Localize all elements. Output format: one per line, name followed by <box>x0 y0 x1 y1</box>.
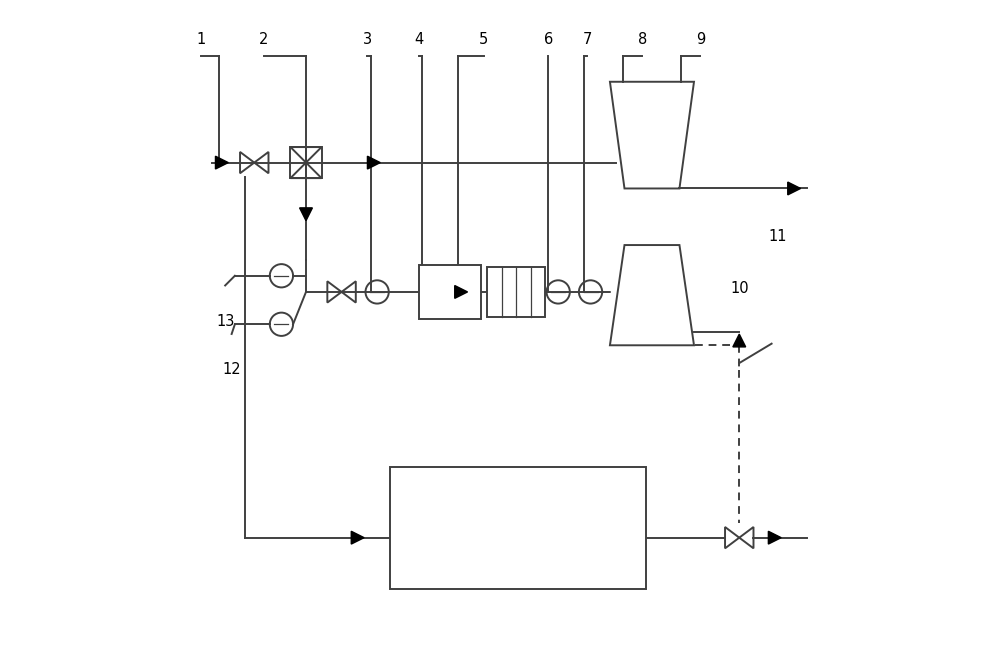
Polygon shape <box>788 182 801 195</box>
Polygon shape <box>300 208 312 221</box>
Polygon shape <box>610 82 694 189</box>
Bar <box>290 147 322 178</box>
Polygon shape <box>351 531 364 544</box>
Polygon shape <box>215 156 228 169</box>
Polygon shape <box>367 156 380 169</box>
Text: 1: 1 <box>197 32 206 47</box>
Text: 6: 6 <box>544 32 553 47</box>
Text: 3: 3 <box>363 32 372 47</box>
Text: 2: 2 <box>259 32 269 47</box>
Text: 9: 9 <box>696 32 705 47</box>
Polygon shape <box>768 531 781 544</box>
Text: 10: 10 <box>730 281 749 296</box>
Text: 4: 4 <box>415 32 424 47</box>
Polygon shape <box>455 286 468 298</box>
Text: 11: 11 <box>769 229 787 244</box>
Text: 13: 13 <box>216 314 234 329</box>
Bar <box>390 466 646 590</box>
Polygon shape <box>733 334 746 347</box>
Text: 7: 7 <box>583 32 592 47</box>
Bar <box>419 265 481 319</box>
Text: 12: 12 <box>222 362 241 377</box>
Text: 8: 8 <box>638 32 647 47</box>
Text: 5: 5 <box>479 32 488 47</box>
Bar <box>487 267 545 316</box>
Polygon shape <box>610 245 694 345</box>
